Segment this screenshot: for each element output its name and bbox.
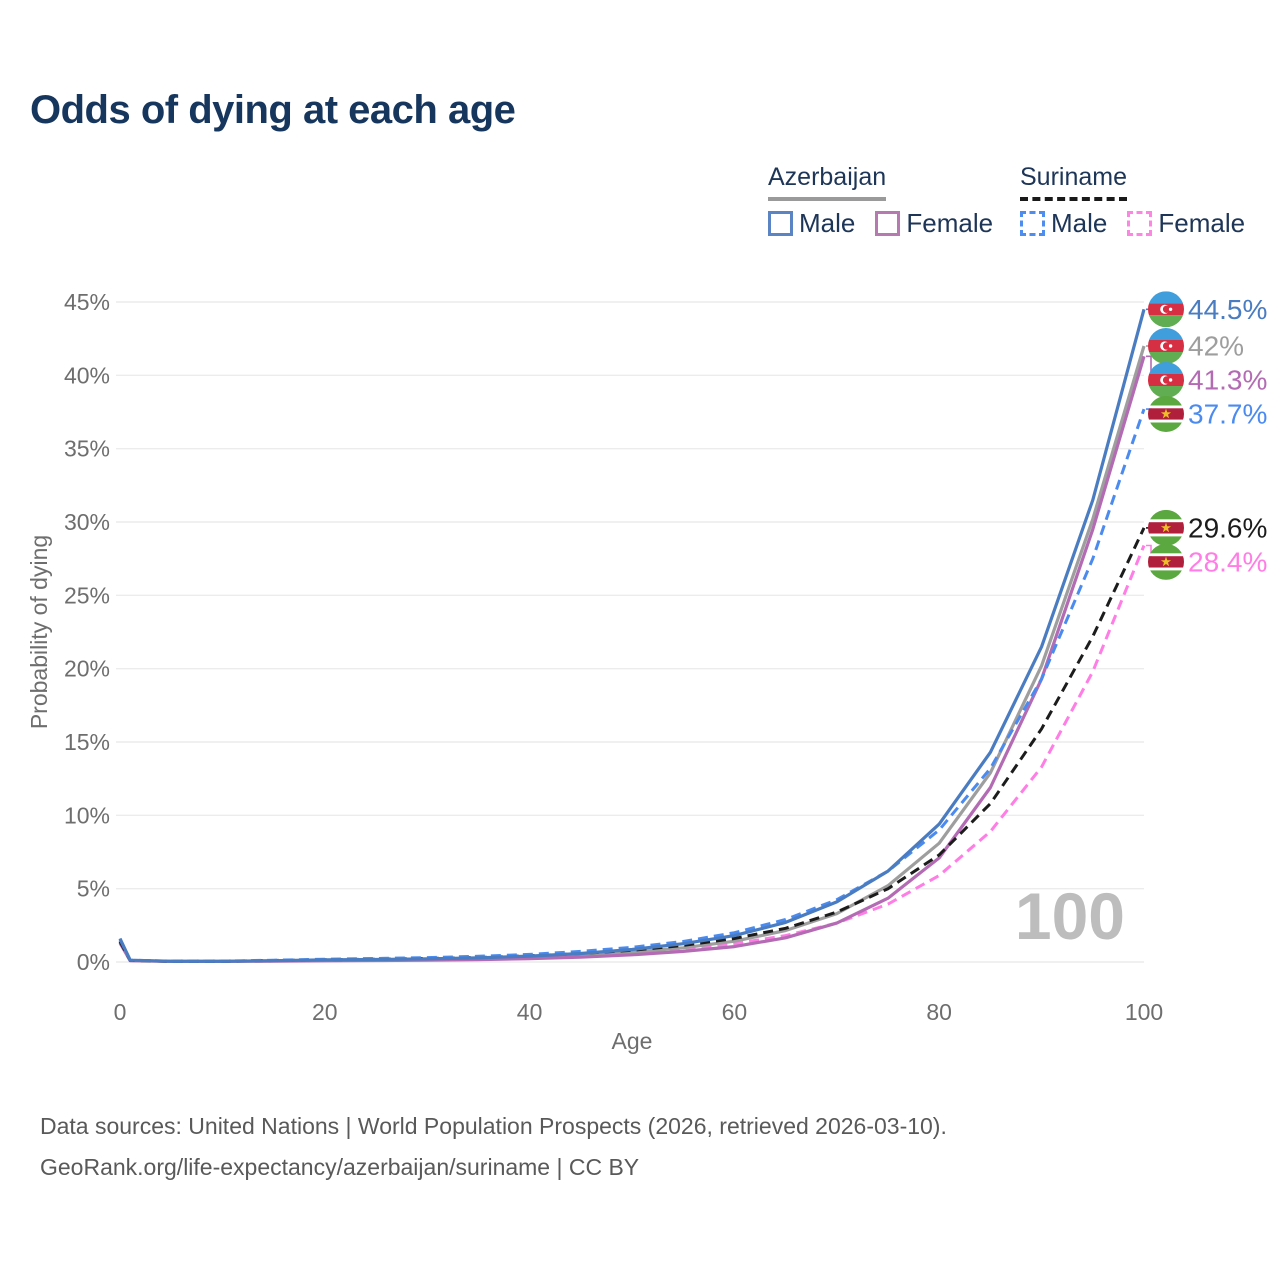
footer: Data sources: United Nations | World Pop… [40,1106,947,1188]
y-tick-label: 35% [64,436,110,462]
legend-row-azerbaijan: Male Female [768,208,993,239]
end-value-label-suriname-female: 28.4% [1188,546,1267,577]
series-line-azerbaijan-female [118,355,1146,963]
y-tick-label: 20% [64,656,110,682]
x-tick-label: 100 [1125,999,1163,1025]
azerbaijan-flag-icon [1148,328,1184,364]
legend-label-azerbaijan-male: Male [799,208,856,238]
series-line-suriname-male [118,408,1146,963]
y-axis-label: Probability of dying [26,535,52,729]
legend-label-suriname-male: Male [1051,208,1108,238]
suriname-flag-icon [1148,544,1184,580]
series-line-azerbaijan-both-sexes- [118,345,1146,963]
y-tick-label: 10% [64,802,110,828]
x-tick-label: 80 [926,999,952,1025]
x-tick-label: 60 [722,999,748,1025]
legend-country-suriname: Suriname [1020,163,1127,201]
y-tick-label: 15% [64,729,110,755]
end-value-label-azerbaijan-female: 41.3% [1188,365,1267,396]
end-value-label-suriname-male: 37.7% [1188,399,1267,430]
footer-data-sources: Data sources: United Nations | World Pop… [40,1113,947,1139]
x-tick-label: 40 [517,999,543,1025]
legend-swatch-azerbaijan-female [875,211,901,236]
y-tick-label: 30% [64,509,110,535]
legend-row-suriname: Male Female [1020,208,1245,239]
x-tick-label: 0 [114,999,127,1025]
legend-item-suriname-male[interactable]: Male [1020,208,1107,239]
y-tick-label: 25% [64,582,110,608]
y-tick-label: 45% [64,289,110,315]
x-axis-label: Age [612,1028,653,1054]
legend-country-azerbaijan: Azerbaijan [768,163,887,201]
suriname-flag-icon [1148,510,1184,546]
end-value-label-azerbaijan-male: 44.5% [1188,294,1267,325]
footer-attribution: GeoRank.org/life-expectancy/azerbaijan/s… [40,1154,640,1180]
legend-item-azerbaijan-male[interactable]: Male [768,208,855,239]
azerbaijan-flag-icon [1148,362,1184,398]
legend-label-azerbaijan-female: Female [906,208,994,238]
suriname-flag-icon [1148,396,1184,432]
legend-item-suriname-female[interactable]: Female [1127,208,1245,239]
y-tick-label: 0% [77,949,110,975]
legend-group-azerbaijan: Azerbaijan Male Female [768,163,993,239]
legend-swatch-suriname-male [1020,211,1045,236]
legend-label-suriname-female: Female [1158,208,1246,238]
series-line-azerbaijan-male [118,308,1146,963]
age-counter-watermark: 100 [1014,879,1125,953]
end-value-label-suriname-both-sexes-: 29.6% [1188,512,1267,543]
legend-swatch-azerbaijan-male [768,211,793,236]
y-tick-label: 40% [64,362,110,388]
page-title: Odds of dying at each age [30,88,516,132]
end-value-label-azerbaijan-both-sexes-: 42% [1188,331,1244,362]
legend-swatch-suriname-female [1127,211,1153,236]
x-tick-label: 20 [312,999,338,1025]
legend-item-azerbaijan-female[interactable]: Female [875,208,993,239]
y-tick-label: 5% [77,876,110,902]
azerbaijan-flag-icon [1148,291,1184,327]
legend-group-suriname: Suriname Male Female [1020,163,1245,239]
